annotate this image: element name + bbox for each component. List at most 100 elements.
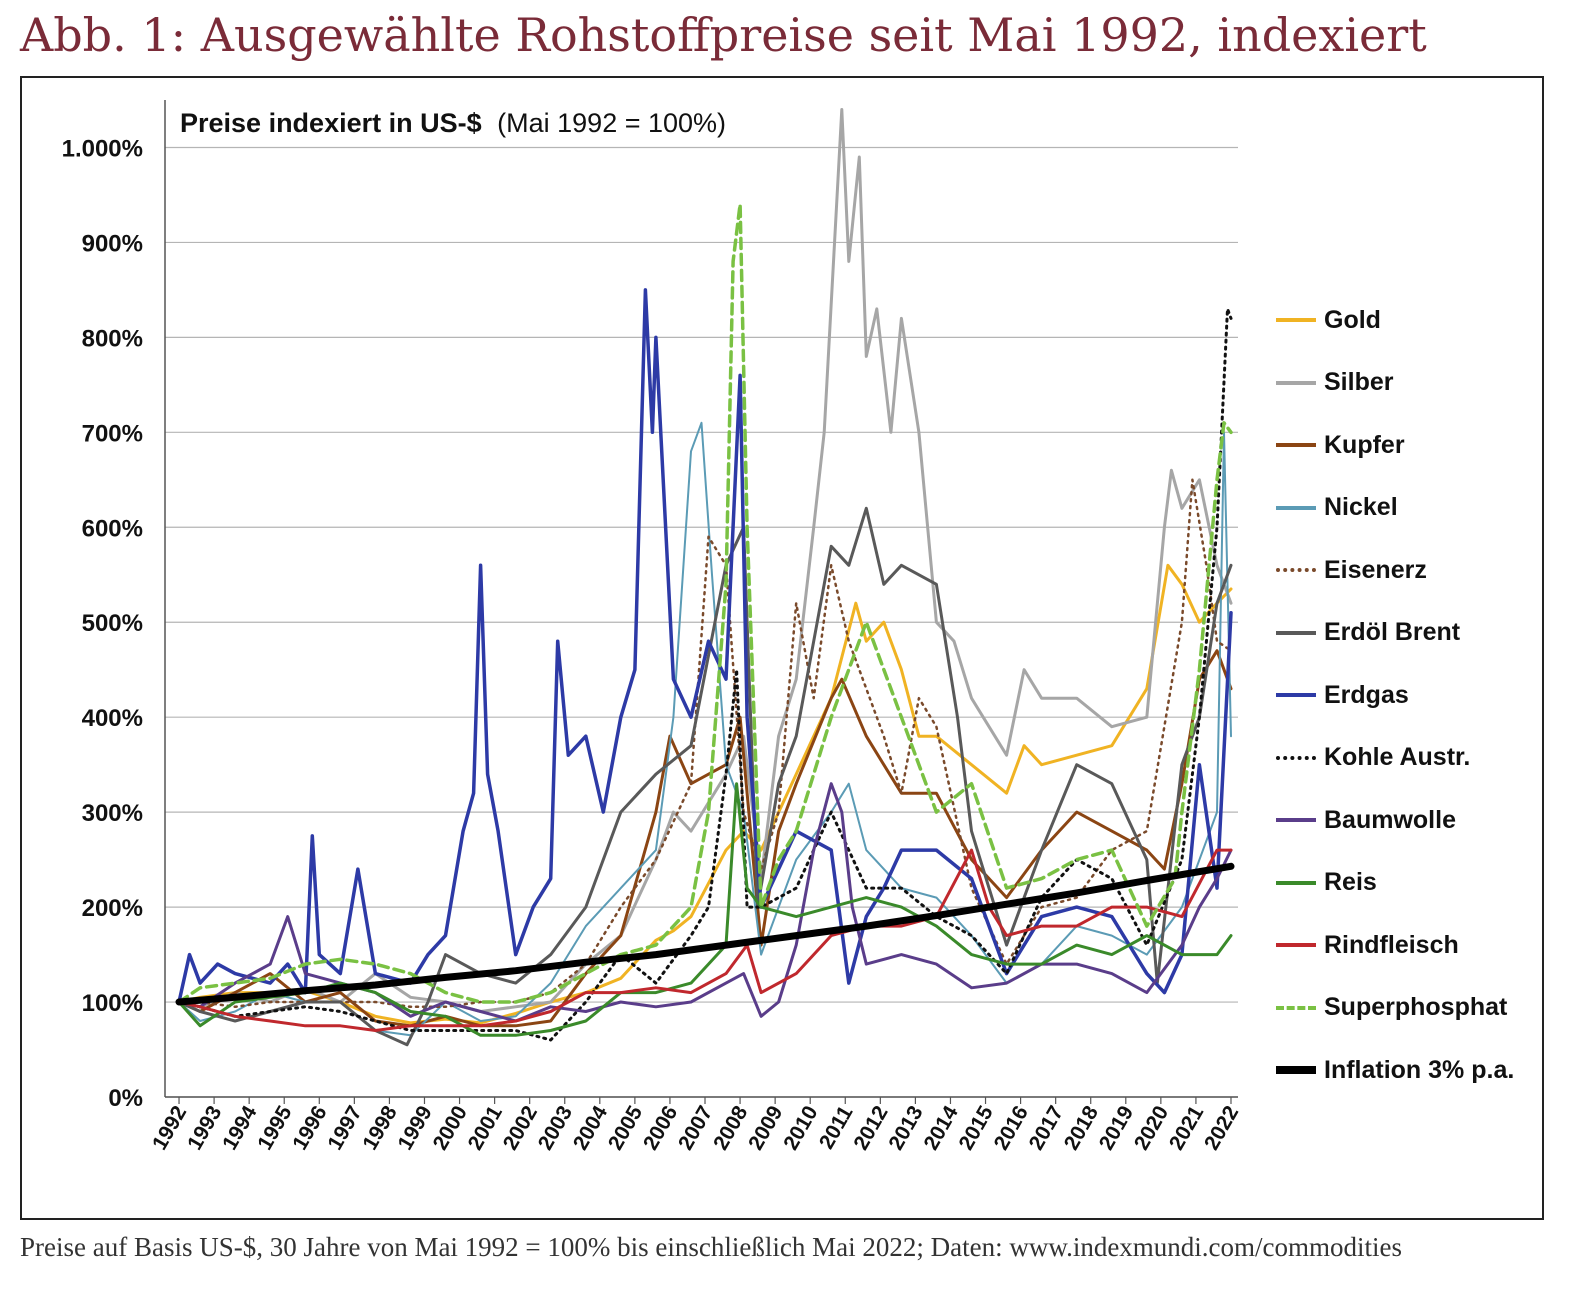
y-tick-label: 800% bbox=[82, 325, 143, 352]
chart-title-bold: Preise indexiert in US-$ bbox=[180, 108, 482, 138]
series-line-kupfer bbox=[177, 649, 1233, 1028]
x-tick-label: 1999 bbox=[394, 1102, 437, 1154]
legend-label: Silber bbox=[1324, 368, 1394, 396]
x-tick-label: 2001 bbox=[464, 1102, 507, 1154]
chart-title: Preise indexiert in US-$ (Mai 1992 = 100… bbox=[180, 108, 726, 138]
legend-swatch bbox=[1276, 1066, 1316, 1074]
legend-label: Rindfleisch bbox=[1324, 930, 1459, 959]
x-tick-label: 1993 bbox=[183, 1102, 226, 1154]
x-tick-label: 2020 bbox=[1130, 1102, 1173, 1154]
legend-label: Inflation 3% p.a. bbox=[1324, 1055, 1515, 1084]
x-tick-label: 1998 bbox=[358, 1102, 401, 1154]
legend-label: Kupfer bbox=[1324, 430, 1405, 459]
x-tick-label: 2012 bbox=[849, 1102, 892, 1154]
x-tick-label: 2015 bbox=[955, 1102, 998, 1154]
x-tick-label: 1994 bbox=[218, 1102, 261, 1154]
x-tick-label: 2005 bbox=[604, 1102, 647, 1154]
chart-frame bbox=[20, 76, 1544, 1220]
y-tick-label: 100% bbox=[82, 990, 143, 1017]
x-tick-label: 1996 bbox=[288, 1102, 331, 1154]
legend-label: Kohle Austr. bbox=[1324, 743, 1471, 771]
legend-swatch bbox=[1276, 380, 1316, 385]
legend-swatch bbox=[1276, 505, 1316, 510]
legend-swatch bbox=[1276, 693, 1316, 697]
legend-item: Baumwolle bbox=[1276, 800, 1456, 840]
series-line-kohle-austr- bbox=[177, 307, 1233, 1042]
x-tick-label: 2008 bbox=[709, 1102, 752, 1154]
legend-swatch bbox=[1276, 943, 1316, 947]
y-tick-label: 200% bbox=[82, 895, 143, 922]
series-line-superphosphat bbox=[177, 202, 1233, 1004]
y-tick-label: 700% bbox=[82, 420, 143, 447]
legend-item: Eisenerz bbox=[1276, 550, 1427, 590]
legend-item: Inflation 3% p.a. bbox=[1276, 1050, 1514, 1090]
x-tick-label: 2016 bbox=[990, 1102, 1033, 1154]
x-tick-label: 1995 bbox=[253, 1102, 296, 1154]
x-tick-label: 2018 bbox=[1060, 1102, 1103, 1154]
x-tick-label: 2022 bbox=[1200, 1102, 1243, 1154]
legend-item: Gold bbox=[1276, 300, 1381, 340]
x-tick-label: 2009 bbox=[744, 1102, 787, 1154]
x-tick-label: 2019 bbox=[1095, 1102, 1138, 1154]
legend-item: Erdöl Brent bbox=[1276, 613, 1460, 653]
series-line-nickel bbox=[178, 421, 1232, 1037]
legend-swatch bbox=[1276, 818, 1316, 822]
y-tick-label: 0% bbox=[108, 1085, 143, 1112]
legend-swatch bbox=[1276, 568, 1316, 572]
y-tick-label: 400% bbox=[82, 705, 143, 732]
x-tick-label: 2002 bbox=[499, 1102, 542, 1154]
y-tick-label: 1.000% bbox=[62, 135, 143, 162]
legend-swatch bbox=[1276, 755, 1316, 760]
x-tick-labels: 1992199319941995199619971998199920002001… bbox=[148, 1097, 1243, 1154]
legend-item: Kohle Austr. bbox=[1276, 738, 1470, 778]
x-tick-label: 2010 bbox=[779, 1102, 822, 1154]
legend-label: Gold bbox=[1324, 305, 1381, 334]
y-tick-label: 500% bbox=[82, 610, 143, 637]
y-tick-labels: 0% 100% 200% 300% 400% 500% 600% 700% 800% 900% 1.… bbox=[62, 135, 143, 1112]
series-lines bbox=[175, 108, 1235, 1047]
x-tick-label: 2004 bbox=[569, 1102, 612, 1154]
legend-swatch bbox=[1276, 630, 1316, 635]
series-line-gold bbox=[177, 563, 1233, 1025]
legend-swatch bbox=[1276, 318, 1316, 322]
legend-item: Erdgas bbox=[1276, 675, 1409, 715]
legend-item: Superphosphat bbox=[1276, 988, 1507, 1028]
legend-label: Baumwolle bbox=[1324, 805, 1456, 834]
figure-title: Abb. 1: Ausgewählte Rohstoffpreise seit … bbox=[20, 8, 1427, 62]
chart-title-normal: (Mai 1992 = 100%) bbox=[497, 108, 726, 138]
legend-item: Silber bbox=[1276, 363, 1393, 403]
x-tick-label: 2017 bbox=[1025, 1102, 1068, 1154]
series-line-inflation-3-p-a- bbox=[175, 862, 1235, 1006]
legend-item: Reis bbox=[1276, 863, 1377, 903]
legend-item: Kupfer bbox=[1276, 425, 1405, 465]
series-line-rindfleisch bbox=[177, 848, 1233, 1032]
legend-swatch bbox=[1276, 1005, 1316, 1010]
y-tick-label: 900% bbox=[82, 230, 143, 257]
x-tick-label: 2013 bbox=[884, 1102, 927, 1154]
legend-item: Rindfleisch bbox=[1276, 925, 1459, 965]
legend-swatch bbox=[1276, 880, 1316, 885]
y-tick-label: 600% bbox=[82, 515, 143, 542]
x-tick-label: 2003 bbox=[534, 1102, 577, 1154]
x-tick-label: 1992 bbox=[148, 1102, 191, 1154]
x-tick-label: 2021 bbox=[1165, 1102, 1208, 1154]
figure-caption: Preise auf Basis US-$, 30 Jahre von Mai … bbox=[20, 1232, 1403, 1262]
x-tick-label: 2014 bbox=[920, 1102, 963, 1154]
x-tick-label: 2006 bbox=[639, 1102, 682, 1154]
legend-label: Eisenerz bbox=[1324, 555, 1427, 584]
x-tick-label: 2007 bbox=[674, 1102, 717, 1154]
x-tick-label: 1997 bbox=[323, 1102, 366, 1154]
series-line-erd-l-brent bbox=[177, 506, 1233, 1047]
series-line-eisenerz bbox=[177, 478, 1233, 1009]
legend-label: Erdöl Brent bbox=[1324, 618, 1461, 646]
legend-label: Reis bbox=[1324, 868, 1377, 896]
legend-item: Nickel bbox=[1276, 488, 1398, 528]
legend-label: Erdgas bbox=[1324, 680, 1409, 709]
series-line-silber bbox=[177, 108, 1233, 1013]
x-tick-label: 2011 bbox=[815, 1102, 858, 1153]
legend-label: Nickel bbox=[1324, 493, 1398, 521]
legend-swatch bbox=[1276, 443, 1316, 447]
legend-label: Superphosphat bbox=[1324, 993, 1508, 1021]
y-tick-label: 300% bbox=[82, 800, 143, 827]
